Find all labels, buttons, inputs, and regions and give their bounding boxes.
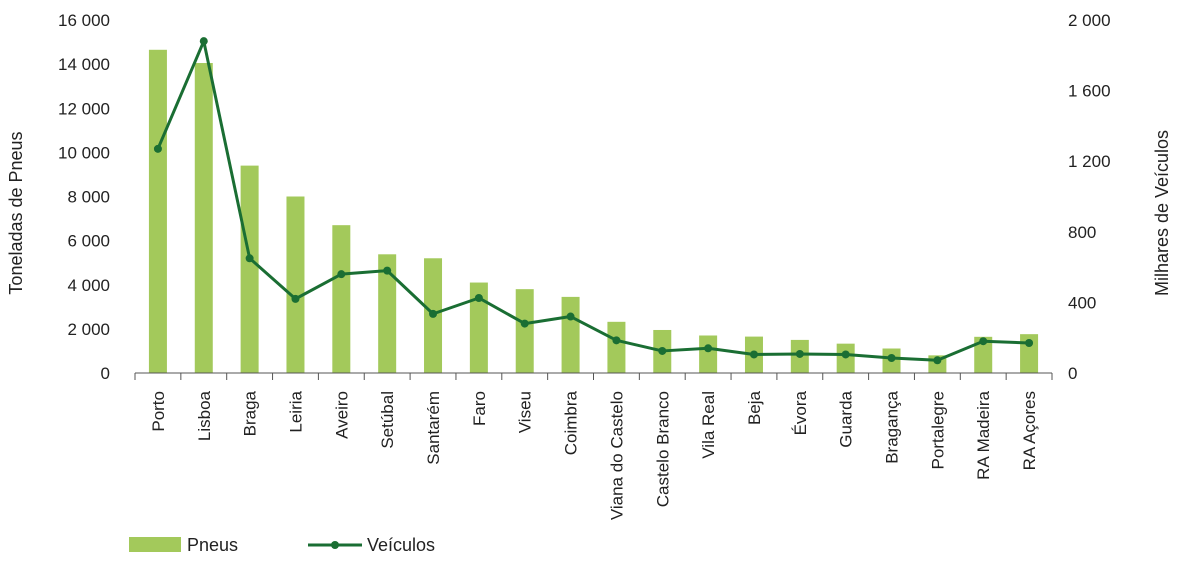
y-left-tick-label: 0 xyxy=(101,364,110,383)
x-tick-label: Setúbal xyxy=(378,391,397,449)
legend-label-pneus: Pneus xyxy=(187,535,238,555)
y-left-tick-label: 12 000 xyxy=(58,99,110,118)
y-right-tick-label: 800 xyxy=(1068,223,1096,242)
y-right-axis-title: Milhares de Veículos xyxy=(1152,130,1172,296)
veiculos-point-9 xyxy=(520,319,529,328)
y-left-tick-label: 2 000 xyxy=(67,320,110,339)
veiculos-point-15 xyxy=(795,349,804,358)
x-tick-label: Aveiro xyxy=(332,391,351,439)
bar-2 xyxy=(194,63,213,373)
y-left-tick-label: 8 000 xyxy=(67,188,110,207)
y-left-tick-label: 4 000 xyxy=(67,276,110,295)
legend-swatch-pneus xyxy=(129,537,181,552)
veiculos-point-19 xyxy=(979,337,988,346)
x-tick-label: Guarda xyxy=(837,390,856,447)
y-left-tick-label: 10 000 xyxy=(58,143,110,162)
veiculos-point-11 xyxy=(612,336,621,345)
legend: Pneus Veículos xyxy=(129,535,435,555)
x-tick-label: Porto xyxy=(149,391,168,432)
veiculos-point-17 xyxy=(887,353,896,362)
veiculos-line xyxy=(156,39,1030,362)
x-tick-label: Beja xyxy=(745,390,764,425)
labels-group: 0 2 000 4 000 6 000 8 000 10 000 12 000 14 000 1… xyxy=(6,11,1172,520)
bars-group xyxy=(148,49,1039,374)
veiculos-point-1 xyxy=(153,144,162,153)
x-tick-label: Lisboa xyxy=(195,390,214,441)
legend-marker-veiculos xyxy=(331,541,339,549)
x-tick-label: Leiria xyxy=(286,390,305,432)
veiculos-point-8 xyxy=(474,293,483,302)
x-tick-label: Coimbra xyxy=(562,390,581,455)
bar-3 xyxy=(240,165,259,373)
veiculos-point-3 xyxy=(245,254,254,263)
veiculos-point-16 xyxy=(841,350,850,359)
bar-8 xyxy=(469,282,488,373)
x-tick-label: Évora xyxy=(791,390,810,435)
x-tick-label: Viseu xyxy=(516,391,535,433)
y-right-tick-label: 2 000 xyxy=(1068,11,1111,30)
x-tick-label: Portalegre xyxy=(928,391,947,469)
y-left-tick-label: 6 000 xyxy=(67,232,110,251)
bar-6 xyxy=(378,254,397,373)
veiculos-point-2 xyxy=(199,37,208,46)
bar-11 xyxy=(607,321,626,373)
veiculos-point-14 xyxy=(749,350,758,359)
x-tick-label: Vila Real xyxy=(699,391,718,459)
veiculos-point-13 xyxy=(704,344,713,353)
y-right-tick-label: 400 xyxy=(1068,293,1096,312)
veiculos-point-12 xyxy=(658,346,667,355)
line-series-group xyxy=(153,37,1034,365)
y-left-axis-title: Toneladas de Pneus xyxy=(6,131,26,294)
y-left-tick-label: 14 000 xyxy=(58,55,110,74)
y-left-tick-label: 16 000 xyxy=(58,11,110,30)
bar-9 xyxy=(515,289,534,373)
bar-19 xyxy=(974,336,993,373)
veiculos-point-5 xyxy=(337,270,346,279)
bar-1 xyxy=(148,49,167,374)
x-tick-label: Santarém xyxy=(424,391,443,465)
axes-group xyxy=(134,372,1053,380)
x-tick-label: Castelo Branco xyxy=(653,391,672,507)
bar-5 xyxy=(332,225,351,373)
veiculos-point-4 xyxy=(291,294,300,303)
x-tick-label: Bragança xyxy=(883,390,902,463)
veiculos-point-7 xyxy=(429,309,438,318)
bar-13 xyxy=(699,335,718,373)
veiculos-point-10 xyxy=(566,312,575,321)
x-tick-label: Braga xyxy=(241,390,260,436)
veiculos-point-18 xyxy=(933,356,942,365)
veiculos-point-6 xyxy=(383,266,392,275)
bar-10 xyxy=(561,296,580,373)
y-right-tick-label: 0 xyxy=(1068,364,1077,383)
veiculos-point-20 xyxy=(1025,338,1034,347)
x-tick-label: Faro xyxy=(470,391,489,426)
legend-label-veiculos: Veículos xyxy=(367,535,435,555)
bar-4 xyxy=(286,196,305,373)
y-right-tick-label: 1 200 xyxy=(1068,152,1111,171)
y-right-tick-label: 1 600 xyxy=(1068,82,1111,101)
x-tick-label: RA Madeira xyxy=(974,390,993,479)
x-tick-label: RA Açores xyxy=(1020,391,1039,470)
x-tick-label: Viana do Castelo xyxy=(607,391,626,520)
